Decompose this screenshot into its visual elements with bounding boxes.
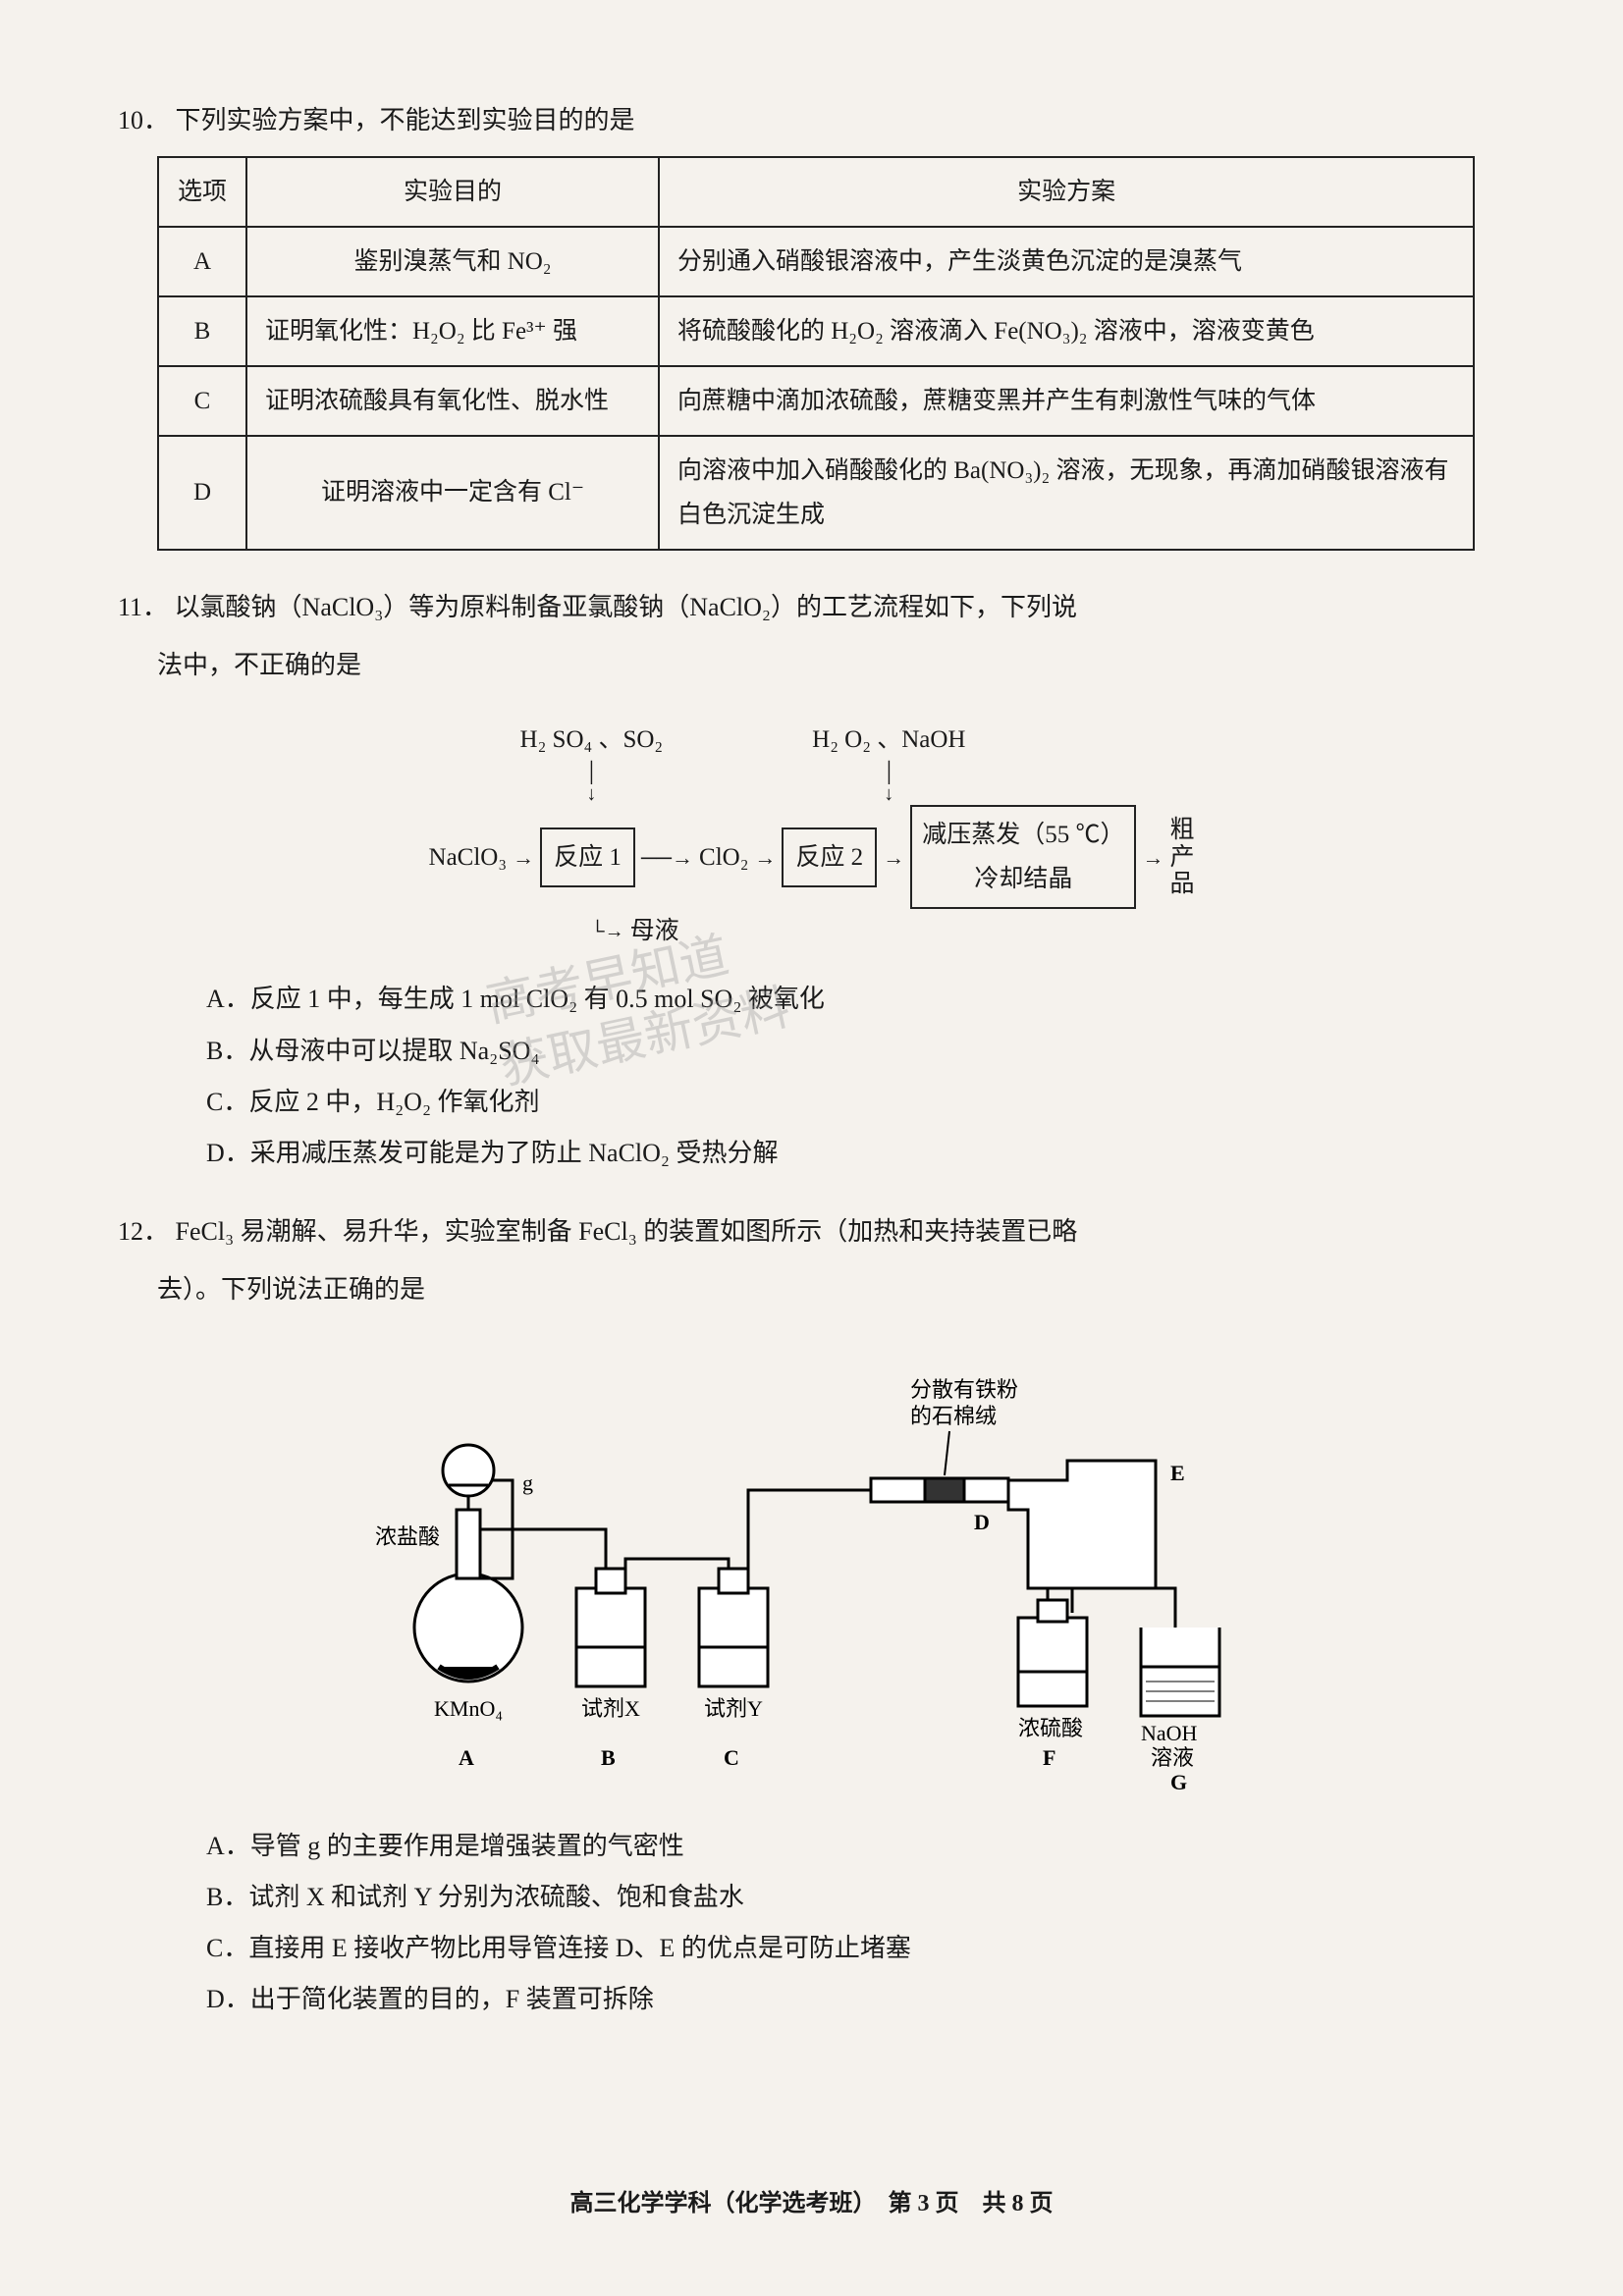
down-arrow-icon: │↓ [584,762,598,805]
A-label: A [459,1745,474,1770]
option-d: D．采用减压蒸发可能是为了防止 NaClO₂ 受热分解 [206,1132,1505,1175]
q12-options: A．导管 g 的主要作用是增强装置的气密性 B．试剂 X 和试剂 Y 分别为浓硫… [206,1825,1505,2022]
q10-number: 10． [118,106,169,134]
hcl-label: 浓盐酸 [375,1524,440,1549]
q11-options: A．反应 1 中，每生成 1 mol ClO₂ 有 0.5 mol SO₂ 被氧… [206,978,1505,1175]
cell-purpose: 鉴别溴蒸气和 NO₂ [246,227,659,296]
q11-stem-b: 法中，不正确的是 [157,643,1505,689]
cell-purpose: 证明溶液中一定含有 Cl⁻ [246,436,659,550]
q11-number: 11． [118,593,168,621]
table-row: D 证明溶液中一定含有 Cl⁻ 向溶液中加入硝酸酸化的 Ba(NO₃)₂ 溶液，… [158,436,1474,550]
x-label: 试剂X [581,1696,640,1721]
flow-row: H₂ SO₄ 、SO₂ │↓ H₂ O₂ 、NaOH │↓ [118,718,1505,805]
mother-label: 母液 [630,909,679,953]
table-row: C 证明浓硫酸具有氧化性、脱水性 向蔗糖中滴加浓硫酸，蔗糖变黑并产生有刺激性气味… [158,366,1474,436]
cell-plan: 向溶液中加入硝酸酸化的 Ba(NO₃)₂ 溶液，无现象，再滴加硝酸银溶液有白色沉… [659,436,1474,550]
top-label-1: 分散有铁粉 [910,1377,1018,1402]
q12-stem-b: 去）。下列说法正确的是 [157,1267,1505,1313]
cell-opt: B [158,296,246,366]
q11-header: 11． 以氯酸钠（NaClO₃）等为原料制备亚氯酸钠（NaClO₂）的工艺流程如… [118,585,1505,631]
option-a: A．反应 1 中，每生成 1 mol ClO₂ 有 0.5 mol SO₂ 被氧… [206,978,1505,1021]
option-b: B．试剂 X 和试剂 Y 分别为浓硫酸、饱和食盐水 [206,1876,1505,1919]
th-opt: 选项 [158,157,246,227]
cell-opt: C [158,366,246,436]
right-arrow-icon: → [754,838,776,878]
cell-purpose: 证明浓硫酸具有氧化性、脱水性 [246,366,659,436]
table-row: A 鉴别溴蒸气和 NO₂ 分别通入硝酸银溶液中，产生淡黄色沉淀的是溴蒸气 [158,227,1474,296]
flow-mother: └→ [590,914,623,949]
out-a: 粗 [1169,817,1194,844]
table-row: B 证明氧化性：H₂O₂ 比 Fe³⁺ 强 将硫酸酸化的 H₂O₂ 溶液滴入 F… [158,296,1474,366]
out-c: 品 [1169,871,1194,898]
option-c: C．直接用 E 接收产物比用导管连接 D、E 的优点是可防止堵塞 [206,1927,1505,1970]
q10-stem: 下列实验方案中，不能达到实验目的的是 [176,106,635,134]
option-d: D．出于简化装置的目的，F 装置可拆除 [206,1978,1505,2021]
cell-opt: D [158,436,246,550]
down-arrow-icon: │↓ [882,762,895,805]
flow-in1: H₂ SO₄ 、SO₂ │↓ [520,718,664,805]
cell-plan: 向蔗糖中滴加浓硫酸，蔗糖变黑并产生有刺激性气味的气体 [659,366,1474,436]
flow-main: NaClO₃ → 反应 1 ──→ ClO₂ → 反应 2 → 减压蒸发（55 … [118,805,1505,909]
E-label: E [1170,1461,1185,1485]
y-label: 试剂Y [704,1696,763,1721]
naoh1-label: NaOH [1141,1721,1198,1745]
F-label: F [1043,1745,1055,1770]
option-a: A．导管 g 的主要作用是增强装置的气密性 [206,1825,1505,1868]
option-b: B．从母液中可以提取 Na₂SO₄ [206,1030,1505,1073]
q12-apparatus: 分散有铁粉 的石棉绒 浓盐酸 g KMnO₄ 试剂X 试剂Y 浓硫酸 NaOH … [118,1333,1505,1810]
kmno4-label: KMnO₄ [434,1696,503,1721]
in2-label: H₂ O₂ 、NaOH [812,718,965,762]
q10-header: 10． 下列实验方案中，不能达到实验目的的是 [118,98,1505,144]
cell-plan: 将硫酸酸化的 H₂O₂ 溶液滴入 Fe(NO₃)₂ 溶液中，溶液变黄色 [659,296,1474,366]
q12-stem-a: FeCl₃ 易潮解、易升华，实验室制备 FeCl₃ 的装置如图所示（加热和夹持装… [176,1217,1078,1246]
table-header-row: 选项 实验目的 实验方案 [158,157,1474,227]
flow-in2: H₂ O₂ 、NaOH │↓ [812,718,965,805]
th-plan: 实验方案 [659,157,1474,227]
h2so4-label: 浓硫酸 [1018,1716,1083,1740]
option-c: C．反应 2 中，H₂O₂ 作氧化剂 [206,1081,1505,1124]
top-label-2: 的石棉绒 [910,1404,997,1428]
q10-table: 选项 实验目的 实验方案 A 鉴别溴蒸气和 NO₂ 分别通入硝酸银溶液中，产生淡… [157,156,1475,551]
flow-mid: ClO₂ [699,835,748,880]
g-label: g [522,1470,533,1495]
right-arrow-icon: → [883,838,904,878]
right-arrow-icon: ──→ [641,838,693,878]
question-10: 10． 下列实验方案中，不能达到实验目的的是 选项 实验目的 实验方案 A 鉴别… [118,98,1505,551]
flow-out: 粗 产 品 [1169,817,1194,898]
cell-plan: 分别通入硝酸银溶液中，产生淡黄色沉淀的是溴蒸气 [659,227,1474,296]
question-11: 11． 以氯酸钠（NaClO₃）等为原料制备亚氯酸钠（NaClO₂）的工艺流程如… [118,585,1505,1175]
cell-purpose: 证明氧化性：H₂O₂ 比 Fe³⁺ 强 [246,296,659,366]
q12-header: 12． FeCl₃ 易潮解、易升华，实验室制备 FeCl₃ 的装置如图所示（加热… [118,1209,1505,1255]
box3-b: 冷却结晶 [922,857,1124,901]
down-branch-icon: └→ [590,914,623,949]
apparatus-svg: 分散有铁粉 的石棉绒 浓盐酸 g KMnO₄ 试剂X 试剂Y 浓硫酸 NaOH … [341,1333,1283,1794]
out-b: 产 [1169,844,1194,872]
q11-stem-a: 以氯酸钠（NaClO₃）等为原料制备亚氯酸钠（NaClO₂）的工艺流程如下，下列… [175,593,1077,621]
right-arrow-icon: → [513,838,534,878]
flow-box-2: 反应 2 [782,828,877,887]
flow-bottom: └→ 母液 [118,909,1505,953]
th-purpose: 实验目的 [246,157,659,227]
flow-input: NaClO₃ [429,835,508,880]
q11-flowchart: H₂ SO₄ 、SO₂ │↓ H₂ O₂ 、NaOH │↓ NaClO₃ → 反… [118,718,1505,953]
naoh2-label: 溶液 [1151,1745,1194,1770]
D-label: D [974,1510,990,1534]
question-12: 12． FeCl₃ 易潮解、易升华，实验室制备 FeCl₃ 的装置如图所示（加热… [118,1209,1505,2021]
page-footer: 高三化学学科（化学选考班） 第 3 页 共 8 页 [0,2183,1623,2217]
q12-number: 12． [118,1217,169,1246]
C-label: C [724,1745,739,1770]
cell-opt: A [158,227,246,296]
box3-a: 减压蒸发（55 ℃） [922,813,1124,857]
in1-label: H₂ SO₄ 、SO₂ [520,718,664,762]
flow-box-1: 反应 1 [540,828,635,887]
right-arrow-icon: → [1142,838,1163,878]
G-label: G [1170,1770,1187,1794]
flow-box-3: 减压蒸发（55 ℃） 冷却结晶 [910,805,1136,909]
B-label: B [601,1745,616,1770]
